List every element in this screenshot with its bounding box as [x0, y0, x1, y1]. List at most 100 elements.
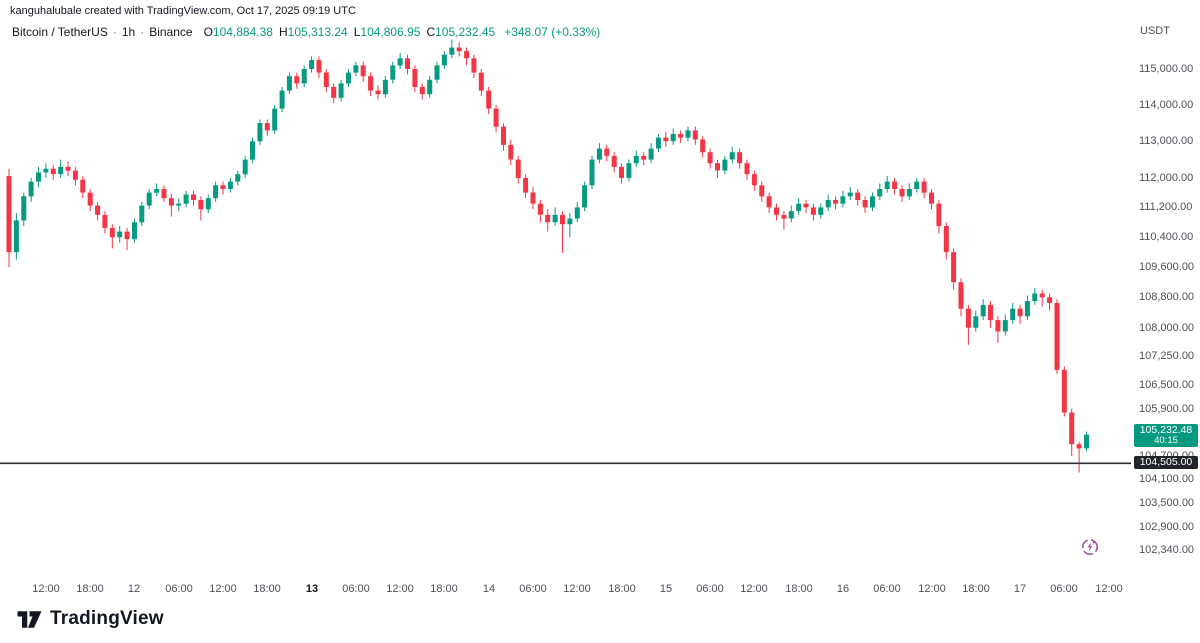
- candle-body: [368, 76, 374, 91]
- candle-body: [678, 134, 684, 138]
- candle-body: [744, 163, 750, 175]
- legend-separator: ·: [140, 25, 145, 39]
- tradingview-logo[interactable]: TradingView: [16, 608, 164, 630]
- candle-body: [707, 152, 713, 164]
- candle-body: [892, 181, 898, 189]
- candle-body: [198, 200, 204, 210]
- price-scale-currency[interactable]: USDT: [1140, 25, 1170, 37]
- candle-body: [419, 87, 425, 95]
- candle-body: [360, 65, 366, 77]
- candle-body: [1047, 297, 1053, 303]
- candle-body: [456, 47, 462, 52]
- time-tick-label: 12: [127, 583, 141, 595]
- candle-body: [1002, 320, 1008, 332]
- candle-body: [434, 65, 440, 80]
- horizontal-line-price-value: 104,505.00: [1139, 456, 1193, 468]
- candle-body: [309, 60, 315, 69]
- candle-body: [877, 189, 883, 197]
- time-tick-label: 12:00: [1095, 583, 1123, 595]
- candle-body: [1061, 369, 1067, 413]
- horizontal-line-price-badge: 104,505.00: [1134, 456, 1198, 469]
- candle-body: [700, 139, 706, 153]
- candle-body: [464, 51, 470, 59]
- candle-body: [427, 79, 433, 95]
- candle-body: [626, 163, 632, 178]
- candle-body: [176, 203, 182, 206]
- candle-body: [567, 218, 573, 225]
- candle-body: [501, 126, 506, 145]
- close-label: C: [426, 25, 436, 39]
- time-tick-label: 06:00: [696, 583, 724, 595]
- candle-body: [338, 83, 344, 98]
- candle-body: [781, 214, 787, 219]
- candle-body: [264, 123, 270, 131]
- interval-label[interactable]: 1h: [121, 25, 136, 39]
- time-tick-label: 06:00: [165, 583, 193, 595]
- candle-body: [943, 226, 949, 253]
- candle-body: [168, 198, 174, 206]
- time-tick-label: 12:00: [740, 583, 768, 595]
- candle-body: [729, 152, 735, 160]
- candle-body: [958, 282, 964, 309]
- price-tick-label: 115,000.00: [1139, 63, 1194, 75]
- time-axis[interactable]: 12:00 18:00 12 06:00 12:00 18:00 13 06:00 12:00 1…: [0, 583, 1200, 599]
- time-tick-label: 18:00: [253, 583, 281, 595]
- price-tick-label: 114,000.00: [1139, 99, 1194, 111]
- candle-body: [884, 181, 890, 189]
- candle-body: [382, 79, 388, 95]
- candle-body: [751, 174, 757, 186]
- candle-body: [213, 185, 219, 199]
- price-tick-label: 104,100.00: [1139, 473, 1195, 485]
- candle-body: [294, 76, 300, 84]
- candle-body: [257, 123, 263, 142]
- candle-body: [58, 166, 64, 175]
- open-value: 104,884.38: [212, 25, 273, 39]
- candle-body: [65, 166, 71, 171]
- candle-body: [537, 203, 543, 215]
- time-tick-label: 15: [659, 583, 673, 595]
- candle-body: [1039, 293, 1045, 298]
- candle-body: [596, 148, 602, 160]
- time-tick-label: 06:00: [519, 583, 547, 595]
- flash-circle-icon[interactable]: [1081, 538, 1099, 556]
- candle-body: [1076, 444, 1082, 449]
- candle-body: [1024, 301, 1030, 317]
- chart-legend: Bitcoin / TetherUS · 1h · Binance O104,8…: [12, 25, 600, 39]
- candle-body: [988, 304, 993, 321]
- price-tick-label: 108,000.00: [1139, 322, 1195, 334]
- candle-body: [582, 185, 588, 208]
- candle-body: [323, 72, 329, 87]
- time-tick-label: 16: [836, 583, 850, 595]
- candle-body: [870, 196, 875, 208]
- candle-body: [685, 130, 691, 138]
- candle-body: [1054, 303, 1060, 370]
- candle-body: [545, 214, 551, 223]
- time-tick-label: 17: [1013, 583, 1027, 595]
- candle-body: [205, 198, 211, 210]
- candle-body: [28, 181, 34, 197]
- price-axis[interactable]: 115,000.00 114,000.00 113,000.00 112,000.00…: [1133, 0, 1200, 600]
- ohlc-values: O104,884.38 H105,313.24 L104,806.95 C105…: [204, 25, 496, 39]
- price-tick-label: 110,400.00: [1139, 231, 1194, 243]
- candle-body: [855, 192, 861, 200]
- high-value: 105,313.24: [287, 25, 348, 39]
- candle-body: [774, 207, 779, 215]
- candle-body: [862, 200, 868, 208]
- candle-body: [1010, 308, 1016, 321]
- symbol-name[interactable]: Bitcoin / TetherUS: [12, 25, 108, 39]
- candle-body: [574, 207, 580, 219]
- candle-body: [109, 227, 115, 238]
- time-tick-label: 14: [482, 583, 496, 595]
- candle-body: [965, 308, 971, 328]
- candle-body: [191, 194, 196, 200]
- candle-body: [139, 205, 145, 223]
- candle-body: [515, 159, 521, 178]
- candle-body: [899, 189, 905, 197]
- exchange-label[interactable]: Binance: [149, 25, 193, 39]
- tradingview-logo-icon: [17, 610, 42, 628]
- time-tick-label: 12:00: [918, 583, 946, 595]
- candle-body: [486, 90, 492, 109]
- price-tick-label: 106,500.00: [1139, 379, 1195, 391]
